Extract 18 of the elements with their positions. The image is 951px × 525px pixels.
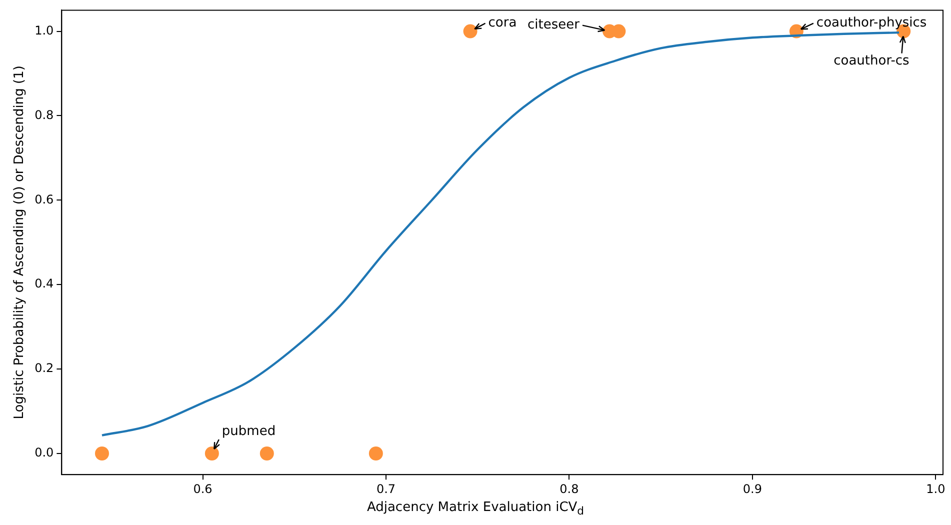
annotation: coauthor-cs (834, 54, 910, 69)
annotation: citeseer (528, 18, 580, 33)
y-tick-label: 0.2 (34, 361, 54, 376)
y-tick-label: 0.0 (34, 446, 54, 460)
x-axis-title: Adjacency Matrix Evaluation iCV$_{d}$ (366, 500, 586, 518)
x-tick-label: 0.9 (742, 482, 762, 496)
annotation: pubmed (222, 424, 276, 439)
annotation: cora (488, 16, 517, 31)
annotation: coauthor-physics (816, 16, 927, 31)
x-tick-label: 1.0 (926, 482, 946, 496)
y-tick-label: 0.8 (34, 108, 54, 122)
y-tick-label: 1.0 (34, 23, 54, 38)
x-tick-label: 0.7 (376, 482, 396, 496)
y-axis-title: Logistic Probability of Ascending (0) or Descending (1) (12, 66, 28, 420)
x-tick-label: 0.8 (560, 482, 579, 496)
y-tick-label: 0.6 (34, 192, 54, 206)
y-tick-label: 0.4 (34, 276, 54, 291)
x-tick-label: 0.6 (193, 482, 212, 496)
